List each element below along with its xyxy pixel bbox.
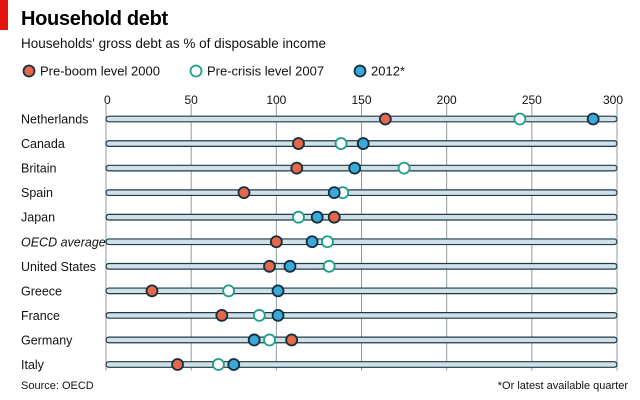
category-label-oecd-average: OECD average — [21, 235, 106, 249]
dot-italy-pre-crisis-level-2007 — [212, 358, 225, 371]
footnote: *Or latest available quarter — [497, 380, 628, 392]
dot-netherlands-2012 — [586, 112, 600, 126]
row-greece: Greece — [21, 284, 618, 298]
dot-netherlands-pre-crisis-level-2007 — [513, 112, 527, 126]
dot-germany-2012 — [247, 333, 261, 347]
accent-bar — [0, 0, 8, 30]
dot-spain-pre-boom-level-2000 — [237, 186, 251, 200]
legend-marker-2012 — [353, 64, 367, 78]
track-oecd-average — [105, 238, 618, 246]
chart-rows: Netherlands Canada Britain Spain Japan OECD a… — [21, 112, 618, 372]
dot-oecd-average-pre-crisis-level-2007 — [321, 235, 334, 249]
row-netherlands: Netherlands — [21, 112, 618, 127]
dot-germany-pre-boom-level-2000 — [285, 333, 299, 347]
row-united-states: United States — [21, 259, 618, 274]
track-japan — [105, 213, 618, 221]
track-britain — [105, 164, 618, 172]
dot-oecd-average-2012 — [305, 235, 319, 249]
legend-label-2012: 2012* — [371, 64, 405, 79]
category-label-france: France — [21, 309, 60, 323]
dot-britain-pre-crisis-level-2007 — [397, 161, 411, 175]
category-label-greece: Greece — [21, 284, 62, 298]
dot-italy-2012 — [227, 358, 241, 371]
legend-marker-pre-boom-level-2000 — [22, 64, 36, 78]
dot-united-states-pre-crisis-level-2007 — [322, 259, 336, 273]
legend: Pre-boom level 2000 Pre-crisis level 2007… — [22, 64, 405, 79]
tick-label-250: 250 — [522, 93, 542, 107]
dot-spain-2012 — [327, 186, 341, 200]
tick-label-100: 100 — [266, 93, 286, 107]
category-label-britain: Britain — [21, 162, 56, 176]
chart-title: Household debt — [21, 8, 168, 30]
source-note: Source: OECD — [21, 380, 94, 392]
category-label-germany: Germany — [21, 333, 73, 347]
tick-label-300: 300 — [603, 93, 623, 107]
dot-greece-pre-boom-level-2000 — [145, 284, 159, 298]
dot-france-2012 — [271, 308, 285, 322]
dot-canada-2012 — [356, 137, 370, 150]
tick-label-50: 50 — [184, 93, 198, 107]
row-canada: Canada — [21, 137, 618, 151]
row-germany: Germany — [21, 333, 618, 347]
track-spain — [105, 189, 618, 197]
x-axis-ticks: 0 50 100 150 200 250 300 — [104, 93, 623, 371]
category-label-japan: Japan — [21, 211, 55, 225]
track-united-states — [105, 262, 618, 270]
legend-label-pre-boom-level-2000: Pre-boom level 2000 — [40, 64, 160, 79]
category-label-united-states: United States — [21, 260, 96, 274]
category-label-netherlands: Netherlands — [21, 113, 88, 127]
track-france — [105, 312, 618, 319]
tick-label-200: 200 — [437, 93, 457, 107]
dot-japan-pre-boom-level-2000 — [327, 210, 341, 224]
legend-label-pre-crisis-level-2007: Pre-crisis level 2007 — [207, 64, 324, 79]
dot-britain-2012 — [348, 161, 362, 175]
track-germany — [105, 336, 618, 344]
legend-marker-pre-crisis-level-2007 — [189, 64, 203, 78]
dot-france-pre-crisis-level-2007 — [252, 308, 266, 322]
tick-label-150: 150 — [351, 93, 371, 107]
dot-germany-pre-crisis-level-2007 — [263, 333, 276, 347]
dot-italy-pre-boom-level-2000 — [171, 358, 184, 371]
dot-netherlands-pre-boom-level-2000 — [378, 112, 392, 126]
category-label-canada: Canada — [21, 137, 65, 151]
dot-japan-pre-crisis-level-2007 — [292, 210, 305, 224]
dot-greece-2012 — [271, 284, 285, 298]
row-britain: Britain — [21, 161, 618, 176]
dot-canada-pre-crisis-level-2007 — [334, 137, 348, 150]
category-label-italy: Italy — [21, 358, 45, 372]
chart-subtitle: Households' gross debt as % of disposabl… — [21, 36, 327, 51]
dot-france-pre-boom-level-2000 — [215, 308, 229, 322]
dot-oecd-average-pre-boom-level-2000 — [269, 235, 283, 249]
tick-label-0: 0 — [104, 93, 111, 107]
row-france: France — [21, 308, 618, 323]
dot-united-states-pre-boom-level-2000 — [263, 259, 276, 273]
track-greece — [105, 287, 618, 295]
dot-japan-2012 — [310, 210, 324, 224]
category-label-spain: Spain — [21, 186, 53, 200]
dot-greece-pre-crisis-level-2007 — [222, 284, 236, 298]
row-oecd-average: OECD average — [21, 235, 618, 249]
row-italy: Italy — [21, 358, 618, 372]
dot-united-states-2012 — [283, 259, 297, 273]
row-japan: Japan — [21, 210, 618, 225]
row-spain: Spain — [21, 186, 618, 200]
dot-britain-pre-boom-level-2000 — [290, 161, 304, 175]
dot-canada-pre-boom-level-2000 — [292, 137, 305, 150]
track-netherlands — [105, 115, 618, 123]
